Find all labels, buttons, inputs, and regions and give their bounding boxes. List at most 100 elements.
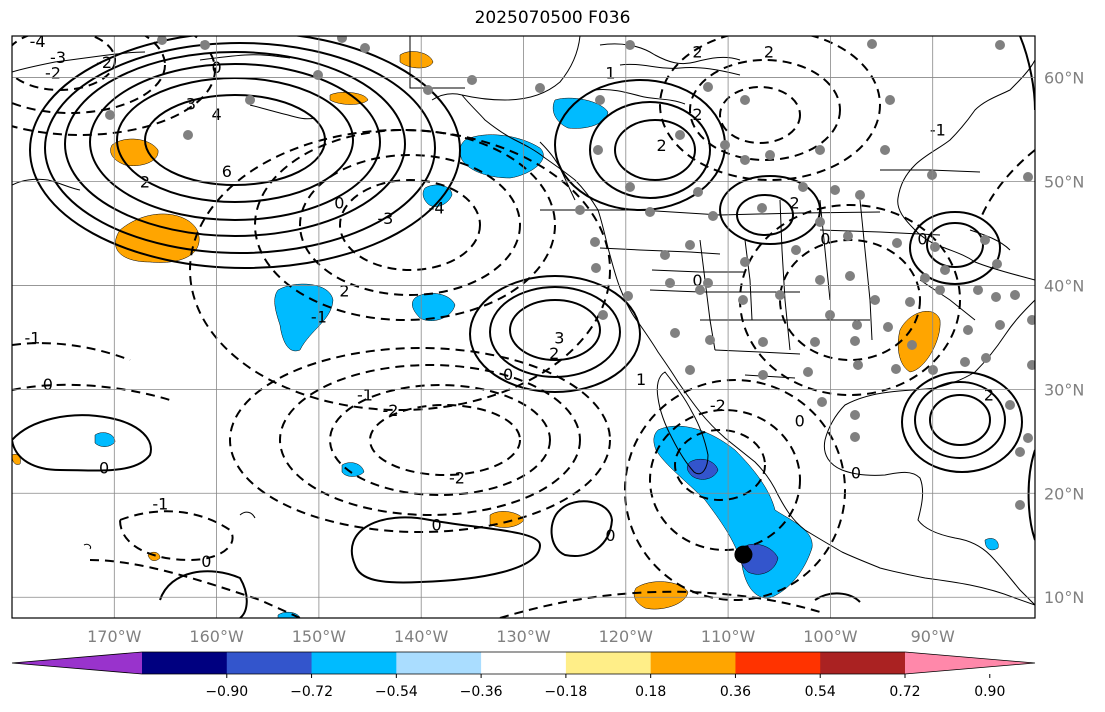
positive-anomaly-region (633, 581, 689, 610)
colorbar-outline (11, 651, 1036, 675)
gridlines (12, 36, 1035, 618)
strong-negative-anomaly-region (687, 459, 719, 480)
colorbar-label: 0.90 (974, 684, 1005, 700)
lat-tick-label: 50°N (1044, 173, 1084, 192)
contour-label: -2 (449, 469, 465, 488)
contour-label: -1 (152, 495, 168, 514)
contour-label: 0 (43, 375, 53, 394)
colorbar-segment (396, 652, 482, 674)
contour-label: 0 (851, 464, 861, 483)
contour-label: -3 (377, 209, 393, 228)
contour-label: 2 (657, 136, 667, 155)
colorbar-label: 0.54 (805, 684, 836, 700)
contour-label: -4 (429, 198, 445, 217)
colorbar-segment (142, 652, 228, 674)
contour-label: -1 (24, 328, 40, 347)
lat-tick-label: 40°N (1044, 276, 1084, 295)
lon-tick-label: 120°W (599, 627, 654, 646)
map-frame (11, 35, 1036, 619)
contour-label: 3 (186, 95, 196, 114)
contour-label: -2 (45, 63, 61, 82)
colorbar-extend-low (12, 652, 142, 674)
lat-tick-label: 60°N (1044, 69, 1084, 88)
negative-anomaly-region (94, 432, 116, 447)
colorbar-segment (481, 652, 567, 674)
contour-label: -4 (30, 32, 46, 51)
lat-tick-label: 10°N (1044, 588, 1084, 607)
contour-label: 0 (431, 515, 441, 534)
colorbar-label: −0.54 (375, 684, 418, 700)
lat-tick-label: 20°N (1044, 484, 1084, 503)
lat-tick-label: 30°N (1044, 380, 1084, 399)
contour-label: 2 (339, 282, 349, 301)
contour-label: 2 (692, 43, 702, 62)
colorbar-segment (650, 652, 736, 674)
colorbar-label: 0.36 (720, 684, 751, 700)
contour-label: 0 (692, 271, 702, 290)
lon-tick-label: 160°W (189, 627, 244, 646)
positive-anomaly-region (489, 511, 525, 528)
lon-tick-label: 140°W (394, 627, 449, 646)
contour-label: 0 (503, 365, 513, 384)
colorbar-label: 0.18 (635, 684, 666, 700)
lon-tick-label: 100°W (803, 627, 858, 646)
negative-anomaly-region (341, 462, 365, 477)
contour-label: 1 (605, 63, 615, 82)
colorbar-extend-high (905, 652, 1035, 674)
positive-anomaly-region (897, 311, 941, 373)
negative-anomaly-region (459, 134, 544, 179)
colorbar-segment (565, 652, 652, 674)
shaded-regions (12, 51, 999, 618)
contour-label: 3 (554, 328, 564, 347)
contour-label: 6 (222, 162, 232, 181)
negative-anomaly-region (984, 538, 999, 551)
colorbar-label: −0.90 (205, 684, 248, 700)
contour-label: 1 (636, 370, 646, 389)
longitude-tick-labels: 170°W 160°W 150°W 140°W 130°W 120°W 110°W 100°W… (87, 627, 955, 646)
negative-anomaly-region (274, 283, 334, 352)
contour-label: 0 (820, 230, 830, 249)
contour-label: 2 (984, 386, 994, 405)
contour-label: -1 (357, 386, 373, 405)
lon-tick-label: 130°W (496, 627, 551, 646)
positive-anomaly-region (399, 51, 434, 69)
contour-label: -2 (383, 401, 399, 420)
colorbar-segment (226, 652, 313, 674)
colorbar: −0.90 −0.72 −0.54 −0.36 −0.18 0.18 0.36 0.54 0.7… (11, 651, 1036, 700)
colorbar-segment (820, 652, 906, 674)
contour-label: 0 (917, 230, 927, 249)
contour-label: -2 (96, 53, 112, 72)
contour-label: 2 (764, 43, 774, 62)
contour-label: -2 (710, 396, 726, 415)
colorbar-label: 0.72 (889, 684, 920, 700)
latitude-tick-labels: 60°N 50°N 40°N 30°N 20°N 10°N (1044, 69, 1084, 608)
contour-label: 0 (795, 412, 805, 431)
lon-tick-label: 150°W (292, 627, 347, 646)
contour-label: 2 (140, 173, 150, 192)
storm-center-marker (734, 545, 753, 564)
positive-anomaly-region (115, 213, 200, 263)
contour-label: 0 (201, 552, 211, 571)
colorbar-label: −0.72 (290, 684, 333, 700)
colorbar-label: −0.18 (544, 684, 587, 700)
lon-tick-label: 90°W (911, 627, 955, 646)
negative-anomaly-region (552, 97, 609, 129)
lon-tick-label: 170°W (87, 627, 142, 646)
contour-label: 0 (605, 526, 615, 545)
negative-anomaly-region (412, 293, 456, 321)
contour-label: 0 (99, 458, 109, 477)
positive-anomaly-region (12, 454, 21, 465)
contour-label: -1 (930, 121, 946, 140)
colorbar-segment (311, 652, 397, 674)
contour-label: 2 (790, 193, 800, 212)
map-title: 2025070500 F036 (474, 8, 631, 28)
contour-label: 2 (549, 344, 559, 363)
contour-label: -3 (50, 48, 66, 67)
colorbar-label: −0.36 (460, 684, 503, 700)
negative-contours (12, 36, 1035, 618)
lon-tick-label: 110°W (701, 627, 756, 646)
contour-label: 0 (334, 193, 344, 212)
contour-label: 2 (692, 105, 702, 124)
